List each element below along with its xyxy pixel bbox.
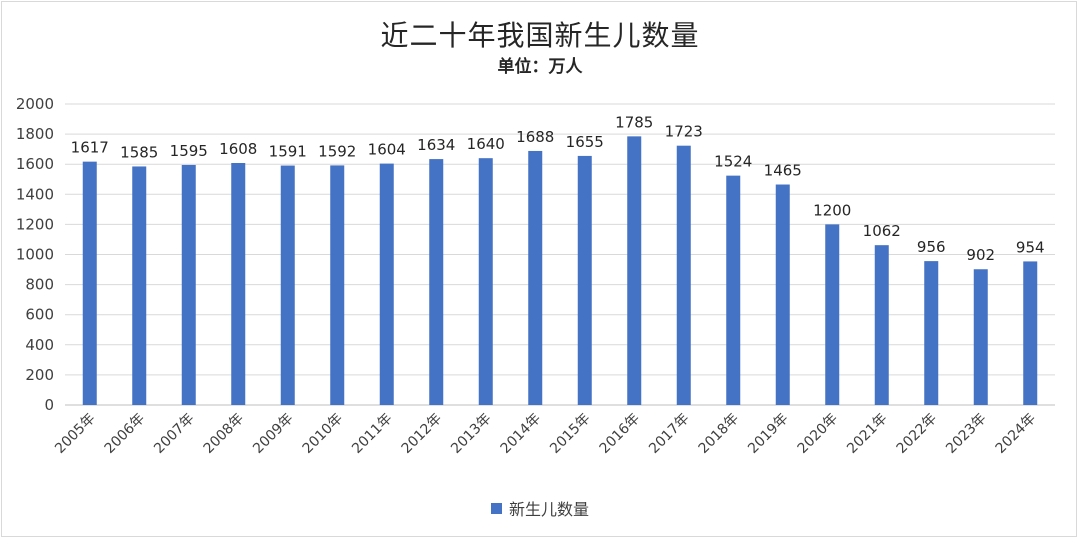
y-tick-label: 1800 [16, 125, 54, 143]
data-label: 1640 [467, 135, 505, 153]
data-label: 956 [917, 238, 946, 256]
bar [676, 145, 691, 405]
bar [775, 184, 790, 405]
y-tick-label: 0 [44, 396, 54, 414]
bar [330, 165, 345, 405]
data-label: 1655 [566, 133, 604, 151]
data-labels: 1617 1585 1595 1608 1591 1592 1604 1634 1640 1688… [71, 113, 1045, 264]
x-tick-label: 2014年 [498, 411, 544, 457]
bar [379, 163, 394, 405]
bar [973, 269, 988, 405]
y-tick-label: 1200 [16, 215, 54, 233]
x-tick-label: 2011年 [349, 411, 395, 457]
bar [82, 161, 97, 405]
x-tick-label: 2016年 [597, 411, 643, 457]
data-label: 1595 [170, 142, 208, 160]
y-tick-label: 1400 [16, 185, 54, 203]
legend: 新生儿数量 [0, 496, 1080, 520]
x-tick-label: 2012年 [399, 411, 445, 457]
data-label: 1524 [714, 153, 752, 171]
data-label: 1608 [219, 140, 257, 158]
data-label: 902 [966, 246, 995, 264]
y-tick-label: 600 [25, 306, 54, 324]
gridlines [65, 103, 1055, 406]
data-label: 1465 [764, 162, 802, 180]
y-tick-label: 1600 [16, 155, 54, 173]
y-tick-label: 400 [25, 336, 54, 354]
y-tick-label: 800 [25, 276, 54, 294]
data-label: 1604 [368, 141, 406, 159]
chart-title: 近二十年我国新生儿数量 [380, 19, 700, 52]
bar [627, 136, 642, 406]
bar [825, 224, 840, 405]
x-tick-label: 2009年 [250, 411, 296, 457]
x-tick-label: 2008年 [201, 411, 247, 457]
data-label: 1200 [813, 201, 851, 219]
y-tick-label: 200 [25, 366, 54, 384]
data-label: 1062 [863, 222, 901, 240]
data-label: 954 [1016, 238, 1045, 256]
chart-subtitle: 单位：万人 [497, 57, 583, 77]
x-tick-label: 2024年 [993, 411, 1039, 457]
x-tick-label: 2023年 [943, 411, 989, 457]
y-axis: 0 200 400 600 800 1000 1200 1400 1600 1800 2000 [16, 95, 54, 414]
x-tick-label: 2015年 [547, 411, 593, 457]
bar [874, 245, 889, 405]
bar [924, 261, 939, 405]
x-tick-label: 2013年 [448, 411, 494, 457]
x-tick-label: 2022年 [894, 411, 940, 457]
data-label: 1785 [615, 113, 653, 131]
x-axis: 2005年 2006年 2007年 2008年 2009年 2010年 2011年 2012年… [52, 411, 1039, 457]
bar [231, 162, 246, 405]
bar [726, 175, 741, 405]
data-label: 1723 [665, 123, 703, 141]
x-tick-label: 2017年 [646, 411, 692, 457]
data-label: 1688 [516, 128, 554, 146]
x-tick-label: 2019年 [745, 411, 791, 457]
bar [577, 155, 592, 405]
bar [181, 164, 196, 405]
bar [280, 165, 295, 405]
bar [1023, 261, 1038, 405]
y-tick-label: 2000 [16, 95, 54, 113]
bar [132, 166, 147, 405]
legend-swatch [490, 502, 502, 514]
bar [528, 150, 543, 405]
bars [82, 136, 1038, 406]
data-label: 1592 [318, 142, 356, 160]
bar [478, 158, 493, 405]
data-label: 1591 [269, 143, 307, 161]
data-label: 1617 [71, 139, 109, 157]
y-tick-label: 1000 [16, 246, 54, 264]
x-tick-label: 2006年 [102, 411, 148, 457]
x-tick-label: 2010年 [300, 411, 346, 457]
x-tick-label: 2020年 [795, 411, 841, 457]
data-label: 1585 [120, 143, 158, 161]
x-tick-label: 2007年 [151, 411, 197, 457]
legend-label: 新生儿数量 [508, 500, 589, 519]
bar [429, 159, 444, 405]
x-tick-label: 2005年 [52, 411, 98, 457]
x-tick-label: 2018年 [696, 411, 742, 457]
x-tick-label: 2021年 [844, 411, 890, 457]
data-label: 1634 [417, 136, 455, 154]
